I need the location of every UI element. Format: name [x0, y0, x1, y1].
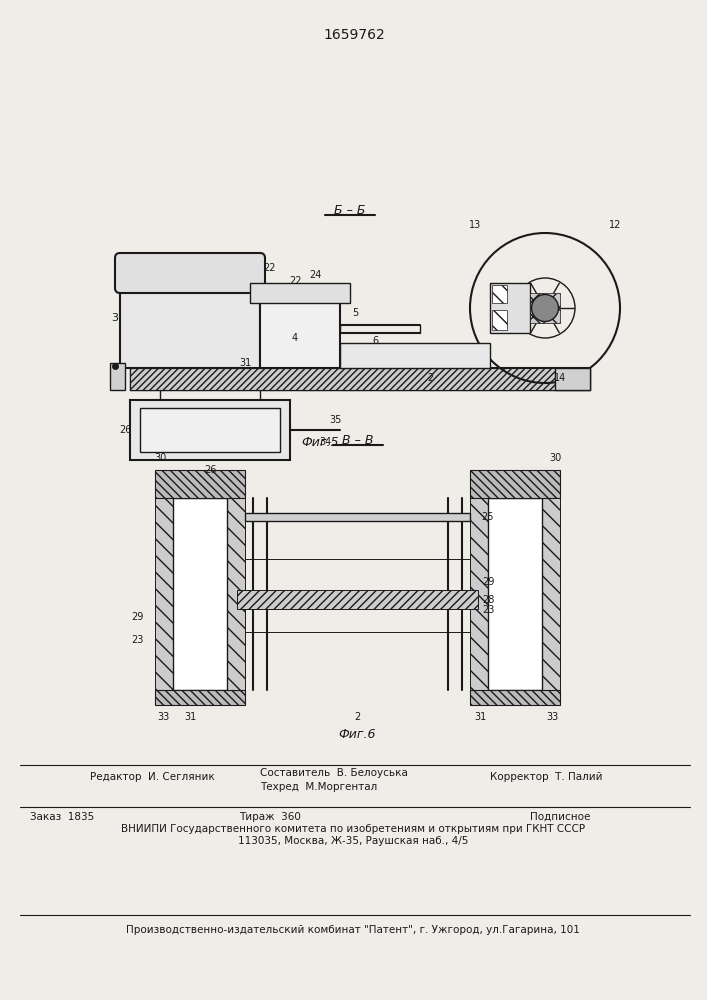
Text: 14: 14 — [554, 373, 566, 383]
Text: 33: 33 — [546, 712, 558, 722]
Text: Редактор  И. Сегляник: Редактор И. Сегляник — [90, 772, 215, 782]
Bar — [470, 470, 560, 498]
Text: 25: 25 — [481, 512, 494, 522]
Text: 23: 23 — [481, 605, 494, 615]
Text: 2: 2 — [354, 712, 361, 722]
Bar — [542, 498, 560, 690]
Bar — [260, 293, 340, 368]
Text: 33: 33 — [157, 712, 169, 722]
Text: 5: 5 — [352, 308, 358, 318]
Text: Составитель  В. Белоуська: Составитель В. Белоуська — [260, 768, 408, 778]
Text: 31: 31 — [474, 712, 486, 722]
Bar — [470, 498, 488, 690]
Bar — [155, 690, 245, 705]
Text: 31: 31 — [184, 712, 196, 722]
Bar — [245, 513, 470, 521]
Bar — [173, 498, 227, 690]
Text: 4: 4 — [292, 333, 298, 343]
Text: Заказ  1835: Заказ 1835 — [30, 812, 94, 822]
Bar — [555, 368, 590, 390]
Text: 6: 6 — [372, 336, 378, 346]
Text: 29: 29 — [131, 612, 144, 622]
Text: 30: 30 — [549, 453, 561, 463]
Text: Фиг.5: Фиг.5 — [301, 436, 339, 448]
Bar — [130, 400, 290, 460]
FancyBboxPatch shape — [115, 253, 265, 293]
Text: 30: 30 — [154, 453, 166, 463]
Text: Фиг.6: Фиг.6 — [339, 728, 376, 742]
Bar — [530, 293, 560, 323]
Text: ВНИИПИ Государственного комитета по изобретениям и открытиям при ГКНТ СССР: ВНИИПИ Государственного комитета по изоб… — [121, 824, 585, 834]
Text: 34: 34 — [319, 437, 331, 447]
Text: 22: 22 — [288, 276, 301, 286]
Bar — [492, 285, 507, 303]
Text: 28: 28 — [481, 595, 494, 605]
Bar — [130, 368, 590, 390]
Bar — [237, 590, 478, 609]
Text: 3: 3 — [112, 313, 119, 323]
Bar — [340, 343, 490, 368]
Text: 31: 31 — [239, 358, 251, 368]
Bar — [110, 363, 125, 390]
Text: 12: 12 — [609, 220, 621, 230]
Text: 1659762: 1659762 — [323, 28, 385, 42]
Text: 26: 26 — [119, 425, 132, 435]
Bar — [488, 498, 542, 690]
Text: В – В: В – В — [341, 434, 373, 446]
Text: Подписное: Подписное — [530, 812, 590, 822]
Text: 2: 2 — [427, 373, 433, 383]
Text: Производственно-издательский комбинат "Патент", г. Ужгород, ул.Гагарина, 101: Производственно-издательский комбинат "П… — [126, 925, 580, 935]
Bar — [155, 498, 173, 690]
Bar — [227, 498, 245, 690]
Bar — [490, 283, 530, 333]
Text: 23: 23 — [131, 635, 144, 645]
Bar — [250, 283, 350, 303]
Bar — [120, 268, 260, 368]
Text: 13: 13 — [469, 220, 481, 230]
Text: 35: 35 — [329, 415, 341, 425]
Circle shape — [532, 294, 559, 322]
Text: 24: 24 — [309, 270, 321, 280]
Bar — [492, 310, 507, 330]
Text: Тираж  360: Тираж 360 — [239, 812, 301, 822]
Text: 113035, Москва, Ж-35, Раушская наб., 4/5: 113035, Москва, Ж-35, Раушская наб., 4/5 — [238, 836, 468, 846]
Text: Б – Б: Б – Б — [334, 204, 366, 217]
Text: 22: 22 — [264, 263, 276, 273]
Text: Техред  М.Моргентал: Техред М.Моргентал — [260, 782, 378, 792]
Text: 26: 26 — [204, 465, 216, 475]
Text: Корректор  Т. Палий: Корректор Т. Палий — [490, 772, 602, 782]
Bar — [470, 690, 560, 705]
Text: 29: 29 — [481, 577, 494, 587]
Bar — [155, 470, 245, 498]
Bar — [140, 408, 280, 452]
